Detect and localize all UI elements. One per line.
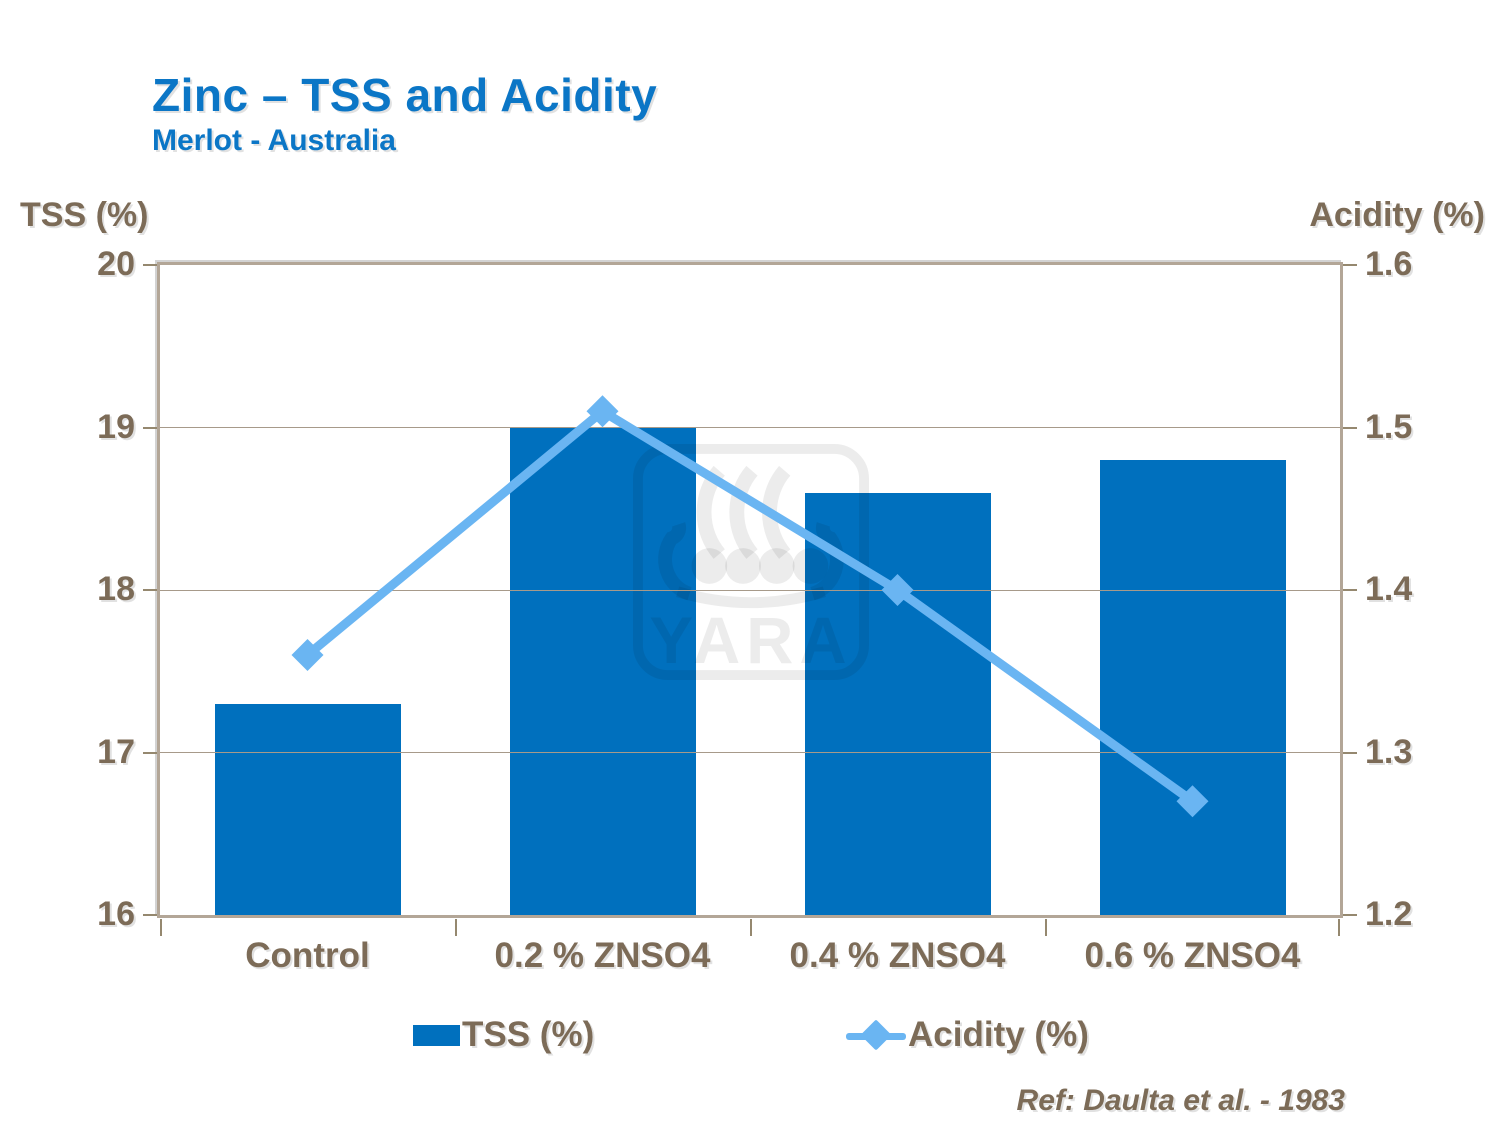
plot-area: YARA 20 1.6 19 1.5 18 1.4 17 1.3 16 1.2 <box>97 245 1412 936</box>
left-axis-tick-label: 18 <box>97 570 135 608</box>
watermark-text: YARA <box>649 604 852 677</box>
acidity-data-point-diamond <box>586 395 619 428</box>
tss-bar <box>1099 460 1286 915</box>
legend-item-acidity: Acidity (%) <box>846 1012 1089 1058</box>
left-axis-tick-label: 17 <box>97 732 135 771</box>
gridline <box>160 589 1340 591</box>
gridline <box>160 427 1340 428</box>
right-axis-tick <box>1343 751 1357 754</box>
right-axis-tick <box>1343 589 1357 591</box>
left-axis-tick <box>143 264 157 266</box>
right-axis-tick-label: 1.5 <box>1365 407 1413 446</box>
acidity-line-series <box>291 395 1209 818</box>
acidity-data-point-diamond <box>1176 785 1209 818</box>
x-axis-category-label: Control <box>245 936 370 975</box>
x-axis-tick <box>455 919 457 936</box>
left-axis-tick <box>143 751 157 754</box>
legend-label-tss: TSS (%) <box>462 1015 595 1054</box>
tss-bar <box>214 703 401 915</box>
right-axis-tick-label: 1.4 <box>1365 570 1413 608</box>
x-axis-labels: Control 0.2 % ZNSO4 0.4 % ZNSO4 0.6 % ZNSO4 <box>160 936 1340 982</box>
right-axis-tick <box>1343 914 1357 916</box>
x-axis-tick <box>160 919 162 936</box>
left-axis-tick-label: 19 <box>97 407 135 446</box>
page-title: Zinc – TSS and Acidity <box>152 69 658 121</box>
x-axis-tick <box>750 919 752 936</box>
left-axis-tick <box>143 426 157 429</box>
left-axis-tick <box>143 589 157 591</box>
tss-bar <box>509 427 696 915</box>
x-axis-tick <box>1338 919 1340 936</box>
right-axis-title: Acidity (%) <box>1309 196 1485 234</box>
left-axis-tick <box>143 914 157 916</box>
right-axis-tick <box>1343 264 1357 266</box>
legend-item-tss: TSS (%) <box>413 1012 594 1058</box>
legend-label-acidity: Acidity (%) <box>908 1015 1089 1054</box>
page-subtitle: Merlot - Australia <box>152 124 396 157</box>
tss-bar <box>804 492 991 915</box>
right-axis-tick-label: 1.3 <box>1365 732 1413 771</box>
acidity-data-point-diamond <box>881 574 914 606</box>
x-axis-category-label: 0.4 % ZNSO4 <box>789 936 1006 975</box>
left-axis-tick-label: 16 <box>97 895 135 933</box>
tss-bar-swatch-icon <box>413 1024 460 1046</box>
left-axis-tick-label: 20 <box>97 245 135 283</box>
x-axis-category-label: 0.6 % ZNSO4 <box>1084 936 1301 975</box>
x-axis-category-label: 0.2 % ZNSO4 <box>494 936 711 975</box>
right-axis-tick-label: 1.6 <box>1365 245 1413 283</box>
gridline <box>160 752 1340 753</box>
right-axis-tick-label: 1.2 <box>1365 895 1413 933</box>
right-axis-tick <box>1343 426 1357 429</box>
reference-citation: Ref: Daulta et al. - 1983 <box>1016 1084 1345 1117</box>
acidity-line-swatch-icon <box>846 1019 906 1051</box>
acidity-data-point-diamond <box>291 639 324 671</box>
left-axis-title: TSS (%) <box>20 196 149 234</box>
chart-legend: TSS (%) Acidity (%) <box>0 1012 1501 1062</box>
x-axis-tick <box>1045 919 1047 936</box>
